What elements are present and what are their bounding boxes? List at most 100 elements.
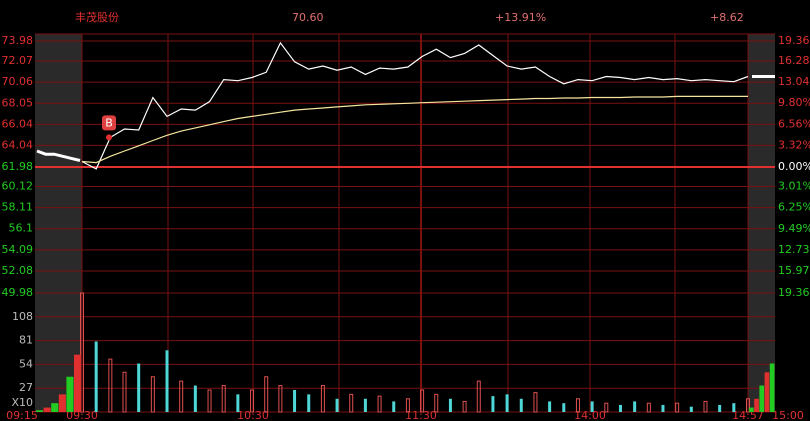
y-tick-label: 56.1 xyxy=(9,222,34,235)
volume-bar xyxy=(718,404,722,412)
volume-tick-label: 54 xyxy=(19,357,33,370)
volume-bar xyxy=(703,400,708,413)
price-line xyxy=(81,41,749,170)
auction-volume-bar xyxy=(769,363,775,412)
volume-bar xyxy=(264,376,269,413)
volume-tick-label: 81 xyxy=(19,334,33,347)
volume-bar xyxy=(548,401,552,412)
x-tick-label: 14:57 xyxy=(732,409,764,421)
auction-volume-bar xyxy=(759,385,765,412)
x-tick-label: 11:30 xyxy=(405,409,437,421)
y-tick-label: 68.05 xyxy=(2,96,34,109)
y-tick-label: 52.08 xyxy=(2,264,34,277)
volume-bar xyxy=(434,393,439,413)
price: 70.60 xyxy=(292,11,324,24)
auction-volume-bar xyxy=(764,372,770,412)
auction-volume-bar xyxy=(43,407,51,412)
y2-tick-label: 9.80% xyxy=(778,96,810,109)
y-tick-label: 61.98 xyxy=(2,160,34,173)
volume-bar xyxy=(320,385,325,413)
volume-tick-label: 27 xyxy=(19,381,33,394)
volume-bar xyxy=(675,402,680,413)
volume-bar xyxy=(80,292,84,413)
volume-bar xyxy=(689,406,693,412)
x-tick-label: 10:30 xyxy=(237,409,269,421)
volume-bar xyxy=(618,404,622,412)
y-tick-label: 72.07 xyxy=(2,54,34,67)
x-tick-label: 14:00 xyxy=(574,409,606,421)
y-tick-label: 66.04 xyxy=(2,117,34,130)
volume-bar xyxy=(661,404,665,412)
volume-bar xyxy=(646,402,651,413)
volume-bar xyxy=(108,358,113,413)
volume-bar xyxy=(633,401,637,412)
volume-bar xyxy=(519,398,523,412)
volume-bar xyxy=(137,363,141,412)
auction-volume-bar xyxy=(58,394,66,412)
volume-bar xyxy=(476,380,481,413)
volume-bar xyxy=(575,398,580,413)
y2-tick-label: 15.97% xyxy=(778,264,810,277)
annotation-label: B xyxy=(105,116,113,129)
volume-bar xyxy=(491,396,495,412)
annotation-dot xyxy=(106,134,112,141)
volume-bar xyxy=(278,385,283,413)
pre-open-line xyxy=(36,149,81,162)
volume-bar xyxy=(604,402,609,413)
volume-bar xyxy=(94,341,98,412)
auction-volume-bar xyxy=(36,410,44,412)
y-tick-label: 58.11 xyxy=(2,201,34,214)
volume-bar xyxy=(179,380,184,413)
close-shade xyxy=(748,34,775,411)
auction-volume-bar xyxy=(74,354,82,412)
volume-bar xyxy=(335,398,339,412)
y2-tick-label: 3.32% xyxy=(778,138,810,151)
y-tick-label: 49.98 xyxy=(2,286,34,299)
volume-bar xyxy=(349,393,354,413)
y2-tick-label: 6.25% xyxy=(778,201,810,214)
y2-tick-label: 6.56% xyxy=(778,117,810,130)
volume-bar xyxy=(562,403,566,412)
volume-bar xyxy=(193,385,197,412)
volume-bar xyxy=(533,392,538,413)
auction-volume-bar xyxy=(754,398,759,412)
volume-bar xyxy=(420,389,425,413)
volume-bar xyxy=(746,398,750,413)
volume-bar xyxy=(392,401,396,412)
y2-tick-label: 12.73% xyxy=(778,243,810,256)
volume-bar xyxy=(590,401,594,412)
y2-tick-label: 13.04% xyxy=(778,75,810,88)
change-pct: +13.91% xyxy=(495,11,546,24)
auction-volume-bar xyxy=(749,407,754,412)
y-tick-label: 54.09 xyxy=(2,243,34,256)
volume-bar xyxy=(165,350,169,412)
y2-tick-label: 16.28% xyxy=(778,54,810,67)
volume-bar xyxy=(122,371,127,413)
auction-shade xyxy=(35,34,82,411)
volume-bar xyxy=(236,394,240,412)
y-tick-label: 64.04 xyxy=(2,138,34,151)
volume-bar xyxy=(150,376,155,413)
y-tick-label: 70.06 xyxy=(2,75,34,88)
y2-tick-label: 3.01% xyxy=(778,180,810,193)
volume-bar xyxy=(448,398,452,412)
average-line xyxy=(81,95,748,164)
y-tick-label: 60.12 xyxy=(2,180,34,193)
y2-tick-label: 19.36% xyxy=(778,34,810,47)
volume-bar xyxy=(307,394,311,412)
x-tick-label: 15:00 xyxy=(772,409,804,421)
volume-bar xyxy=(363,398,367,412)
volume-bar xyxy=(732,403,736,412)
volume-bar xyxy=(462,400,467,413)
volume-bar xyxy=(505,394,509,412)
x-tick-label: 09:15 xyxy=(6,409,38,421)
volume-bar xyxy=(250,389,255,413)
y2-tick-label: 0.00% xyxy=(778,160,810,173)
auction-volume-bar xyxy=(66,376,74,412)
y2-tick-label: 9.49% xyxy=(778,222,810,235)
volume-bar xyxy=(221,385,226,413)
volume-bar xyxy=(293,389,297,412)
volume-tick-label: 108 xyxy=(12,310,33,323)
